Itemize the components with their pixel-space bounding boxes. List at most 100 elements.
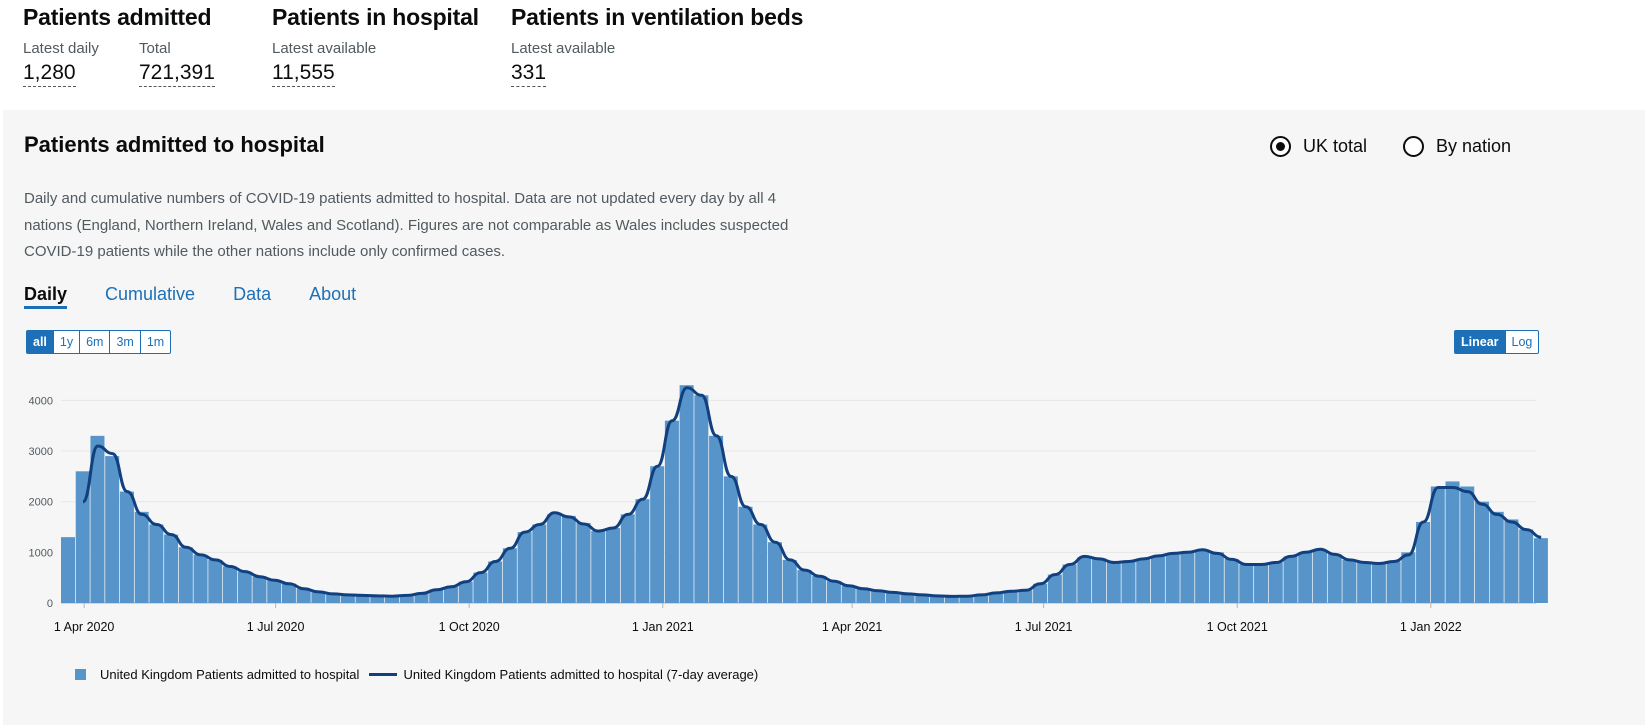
bar [355, 595, 370, 603]
bar [974, 594, 989, 603]
bar [1121, 561, 1136, 603]
bar [738, 506, 753, 603]
tab-daily[interactable]: Daily [24, 284, 68, 309]
bar [1371, 563, 1386, 603]
stat-label: Latest available [511, 40, 616, 57]
y-tick-label: 4000 [29, 395, 53, 407]
stat-title-admitted: Patients admitted [23, 4, 212, 30]
card-description: Daily and cumulative numbers of COVID-19… [24, 190, 789, 260]
chart-bars [61, 385, 1548, 603]
bar [296, 588, 311, 603]
stat-value-in-hospital[interactable]: 11,555 [272, 61, 335, 87]
chart-legend: United Kingdom Patients admitted to hosp… [75, 667, 758, 682]
bar [871, 590, 886, 603]
scale-buttons: Linear Log [1454, 330, 1540, 354]
y-tick-label: 3000 [29, 446, 53, 458]
bar [576, 522, 591, 603]
tab-about[interactable]: About [309, 284, 357, 304]
bar [1460, 486, 1475, 603]
bar [1165, 553, 1180, 603]
stat-title-in-hospital: Patients in hospital [272, 4, 479, 30]
range-button-1m[interactable]: 1m [146, 335, 165, 349]
range-button-3m[interactable]: 3m [110, 331, 141, 353]
radio-by-nation[interactable]: By nation [1403, 136, 1511, 157]
stat-in-hospital: Latest available 11,555 [272, 40, 376, 87]
bar [856, 588, 871, 603]
bar [605, 528, 620, 603]
bar [134, 511, 149, 603]
radio-selected-dot [1276, 142, 1285, 151]
bar [149, 524, 164, 603]
bar [1312, 549, 1327, 603]
bar [1092, 558, 1107, 603]
time-range-buttons: all 1y 6m 3m 1m [26, 330, 172, 354]
bar [1047, 574, 1062, 603]
bar [237, 571, 252, 603]
radio-uk-total[interactable]: UK total [1270, 136, 1367, 157]
bar [458, 581, 473, 603]
bar [694, 395, 709, 603]
tab-data[interactable]: Data [233, 284, 272, 304]
range-button-1y[interactable]: 1y [54, 331, 81, 353]
average-line [81, 386, 1542, 598]
bar [944, 596, 959, 603]
bar [1003, 591, 1018, 603]
x-tick-label: 1 Oct 2020 [439, 620, 500, 634]
range-button-6m[interactable]: 6m [80, 331, 111, 353]
stat-group-admitted: Patients admitted Latest daily 1,280 Tot… [23, 4, 215, 87]
bar [473, 572, 488, 603]
bar [664, 420, 679, 603]
bar [620, 514, 635, 603]
bar [252, 576, 267, 603]
legend-label-average: United Kingdom Patients admitted to hosp… [403, 667, 759, 682]
bar [1180, 552, 1195, 603]
bar [517, 532, 532, 603]
stat-group-ventilation: Patients in ventilation beds Latest avai… [511, 4, 804, 87]
stat-label: Latest daily [23, 40, 99, 57]
bar [679, 385, 694, 603]
bar [105, 456, 120, 603]
bar [812, 576, 827, 603]
bar [399, 595, 414, 603]
bar [75, 471, 90, 603]
bar [1033, 583, 1048, 603]
radio-label: UK total [1303, 136, 1368, 156]
bar [1445, 481, 1460, 603]
bar [900, 593, 915, 603]
stat-value-latest-daily[interactable]: 1,280 [23, 61, 76, 87]
stat-value-total[interactable]: 721,391 [139, 61, 215, 87]
bar [90, 435, 105, 603]
radio-circle[interactable] [1270, 136, 1291, 157]
x-tick-label: 1 Jul 2020 [247, 620, 305, 634]
bar [1283, 556, 1298, 603]
stat-title-ventilation: Patients in ventilation beds [511, 4, 804, 30]
bar [164, 534, 179, 603]
bar [841, 585, 856, 603]
y-tick-label: 1000 [29, 547, 53, 559]
tab-cumulative[interactable]: Cumulative [105, 284, 196, 304]
bar [61, 537, 76, 603]
radio-label: By nation [1436, 136, 1512, 156]
stat-value-ventilation[interactable]: 331 [511, 61, 547, 87]
bar [767, 542, 782, 603]
bar [1254, 564, 1269, 603]
bar [340, 594, 355, 603]
bar [1298, 552, 1313, 603]
bar [930, 595, 945, 603]
scale-button-log[interactable]: Log [1511, 335, 1533, 349]
x-tick-label: 1 Oct 2021 [1207, 620, 1268, 634]
range-button-all[interactable]: all [27, 331, 54, 353]
bar [1430, 486, 1445, 603]
bar [414, 593, 429, 603]
bar [650, 466, 665, 603]
bar [1195, 549, 1210, 603]
bar [635, 499, 650, 603]
scale-button-linear[interactable]: Linear [1455, 331, 1506, 353]
stat-label: Latest available [272, 40, 377, 57]
radio-circle[interactable] [1403, 136, 1424, 157]
bar [488, 561, 503, 603]
bar [959, 596, 974, 603]
bar [753, 524, 768, 603]
x-tick-label: 1 Apr 2020 [54, 620, 115, 634]
chart-x-axis: 1 Apr 2020 1 Jul 2020 1 Oct 2020 1 Jan 2021… [54, 603, 1462, 634]
